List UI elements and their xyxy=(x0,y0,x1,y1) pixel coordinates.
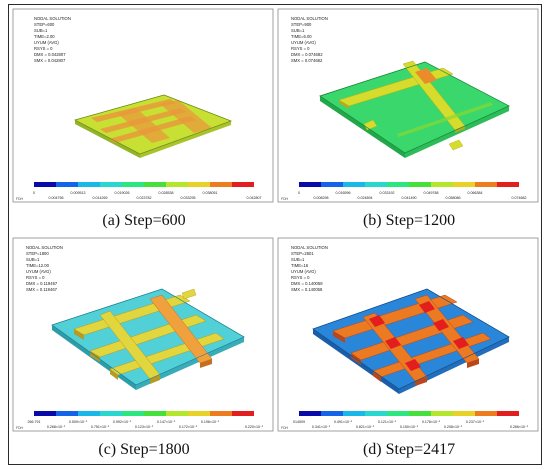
panel-d-header-line-6: DMX = 0.140058 xyxy=(291,281,323,286)
panel-c-canvas: NODAL SOLUTION STEP=1800 SUB=1 TIME=12.0… xyxy=(12,237,274,432)
panel-a-tick-top-4: 0.038051 xyxy=(203,191,218,195)
panel-a-tick-top-0: 0 xyxy=(33,191,35,195)
panel-b-tick-top-3: 0.049788 xyxy=(424,191,439,195)
panel-a-canvas: NODAL SOLUTION STEP=600 SUB=1 TIME=2.00 … xyxy=(12,8,274,203)
panel-a: NODAL SOLUTION STEP=600 SUB=1 TIME=2.00 … xyxy=(12,8,276,234)
panel-b-header-line-0: NODAL SOLUTION xyxy=(291,16,328,21)
panel-d-header-line-2: SUB=1 xyxy=(291,257,305,262)
panel-d-tick-top-1: 0.491×10⁻¹ xyxy=(334,420,353,424)
panel-b-tick-top-1: 0.016596 xyxy=(336,191,351,195)
panel-b-tick-bottom-0: 0.008298 xyxy=(314,196,329,200)
panel-c-tick-bottom-4: 0.220×10⁻¹ xyxy=(245,425,264,429)
panel-d-tick-top-2: 0.121×10⁻¹ xyxy=(378,420,397,424)
panel-c-tick-bottom-3: 0.172×10⁻¹ xyxy=(179,425,198,429)
panel-d-header-line-4: UYUM (AVG) xyxy=(291,269,316,274)
panel-c-header-line-4: UYUM (AVG) xyxy=(26,269,51,274)
panel-b-tick-top-2: 0.033192 xyxy=(380,191,395,195)
panel-c-tick-bottom-2: 0.123×10⁻¹ xyxy=(135,425,154,429)
panel-a-header-line-3: TIME=2.00 xyxy=(34,34,55,39)
panel-b-colorbar xyxy=(299,182,519,187)
panel-b-header-line-1: STEP=900 xyxy=(291,22,312,27)
panel-a-tick-top-1: 0.009513 xyxy=(71,191,86,195)
panel-a-header-line-4: UYUM (AVG) xyxy=(34,40,59,45)
panel-c-plate-model xyxy=(51,288,245,390)
panel-c-colorbar xyxy=(34,411,254,416)
panel-a-colorbar xyxy=(34,182,254,187)
panel-c-caption: (c) Step=1800 xyxy=(98,441,190,458)
panel-c-header-line-6: DMX = 0.119467 xyxy=(26,281,58,286)
panel-d-plate-model xyxy=(312,288,510,394)
panel-b-header-line-6: DMX = 0.074682 xyxy=(291,52,323,57)
panel-a-plate-model xyxy=(74,94,232,158)
panel-a-tick-bottom-1: 0.014269 xyxy=(93,196,108,200)
panel-c-tick-top-0: 266.791 xyxy=(28,420,41,424)
panel-d-header-line-5: RSYS = 0 xyxy=(291,275,310,280)
panel-b: NODAL SOLUTION STEP=900 SUB=1 TIME=6.00 … xyxy=(277,8,541,234)
panel-d-tick-bottom-2: 0.150×10⁻¹ xyxy=(400,425,419,429)
panel-c-tick-bottom-1: 0.751×10⁻¹ xyxy=(91,425,110,429)
panel-b-tick-top-0: 0 xyxy=(298,191,300,195)
panel-a-tick-top-2: 0.019026 xyxy=(115,191,130,195)
panel-d-tick-bottom-3: 0.208×10⁻¹ xyxy=(444,425,463,429)
panel-b-tick-bottom-4: 0.074682 xyxy=(512,196,527,200)
panel-c-header-line-0: NODAL SOLUTION xyxy=(26,245,63,250)
panel-b-canvas: NODAL SOLUTION STEP=900 SUB=1 TIME=6.00 … xyxy=(277,8,539,203)
panel-a-header-line-0: NODAL SOLUTION xyxy=(34,16,71,21)
panel-a-header-line-2: SUB=1 xyxy=(34,28,48,33)
panel-b-header-line-7: SMX = 0.074682 xyxy=(291,58,323,63)
panel-c-header-line-5: RSYS = 0 xyxy=(26,275,45,280)
panel-d-tick-bottom-1: 0.821×10⁻¹ xyxy=(356,425,375,429)
panel-a-header-line-6: DMX = 0.042807 xyxy=(34,52,66,57)
panel-c-tick-top-4: 0.196×10⁻¹ xyxy=(201,420,220,424)
panel-d-header-line-0: NODAL SOLUTION xyxy=(291,245,328,250)
panel-c: NODAL SOLUTION STEP=1800 SUB=1 TIME=12.0… xyxy=(12,237,276,463)
panel-c-tick-top-2: 0.992×10⁻¹ xyxy=(113,420,132,424)
panel-a-header-line-5: RSYS = 0 xyxy=(34,46,53,51)
panel-c-tick-top-3: 0.147×10⁻¹ xyxy=(157,420,176,424)
panel-c-tick-top-1: 0.509×10⁻¹ xyxy=(69,420,88,424)
panel-c-header-line-7: SMX = 0.119467 xyxy=(26,287,58,292)
panel-a-tick-bottom-2: 0.023782 xyxy=(137,196,152,200)
panel-d-header-line-3: TIME=16 xyxy=(291,263,309,268)
panel-c-header-line-3: TIME=12.00 xyxy=(26,263,50,268)
panel-a-tick-bottom-0: 0.004756 xyxy=(49,196,64,200)
panel-d: NODAL SOLUTION STEP=2601 SUB=1 TIME=16 U… xyxy=(277,237,541,463)
panel-b-plate-model xyxy=(319,60,510,158)
panel-d-header-line-7: SMX = 0.140058 xyxy=(291,287,323,292)
panel-d-tick-bottom-4: 0.266×10⁻¹ xyxy=(510,425,529,429)
panel-a-tick-bottom-3: 0.033295 xyxy=(181,196,196,200)
panel-c-header-line-1: STEP=1800 xyxy=(26,251,49,256)
panel-d-tick-top-0: 014509 xyxy=(293,420,305,424)
panel-d-caption: (d) Step=2417 xyxy=(362,441,456,458)
panel-b-corner-label: FDH xyxy=(281,197,289,201)
panel-b-header-line-4: UYUM (AVG) xyxy=(291,40,316,45)
panel-d-tick-top-3: 0.178×10⁻¹ xyxy=(422,420,441,424)
panel-d-header-line-1: STEP=2601 xyxy=(291,251,314,256)
panel-d-canvas: NODAL SOLUTION STEP=2601 SUB=1 TIME=16 U… xyxy=(277,237,539,432)
panel-c-header-line-2: SUB=1 xyxy=(26,257,40,262)
panel-a-tick-bottom-4: 0.042807 xyxy=(247,196,262,200)
panel-a-header-line-7: SMX = 0.042807 xyxy=(34,58,66,63)
figure-frame: NODAL SOLUTION STEP=600 SUB=1 TIME=2.00 … xyxy=(8,4,542,465)
panel-a-header-line-1: STEP=600 xyxy=(34,22,55,27)
panel-b-tick-bottom-3: 0.058086 xyxy=(446,196,461,200)
panel-a-caption: (a) Step=600 xyxy=(102,212,186,229)
panel-b-header-line-5: RSYS = 0 xyxy=(291,46,310,51)
panel-c-corner-label: FDH xyxy=(16,426,24,430)
panel-c-tick-bottom-0: 0.268×10⁻¹ xyxy=(47,425,66,429)
panel-a-corner-label: FDH xyxy=(16,197,24,201)
panel-b-header-line-2: SUB=1 xyxy=(291,28,305,33)
panel-b-tick-top-4: 0.066384 xyxy=(468,191,483,195)
panel-b-tick-bottom-2: 0.041490 xyxy=(402,196,417,200)
panel-b-tick-bottom-1: 0.024894 xyxy=(358,196,373,200)
panel-d-tick-bottom-0: 0.341×10⁻¹ xyxy=(312,425,331,429)
panel-d-corner-label: FDH xyxy=(281,426,289,430)
panel-d-tick-top-4: 0.237×10⁻¹ xyxy=(466,420,485,424)
panel-b-header-line-3: TIME=6.00 xyxy=(291,34,312,39)
panel-a-tick-top-3: 0.028538 xyxy=(159,191,174,195)
panel-b-caption: (b) Step=1200 xyxy=(362,212,456,229)
panel-d-colorbar xyxy=(299,411,519,416)
